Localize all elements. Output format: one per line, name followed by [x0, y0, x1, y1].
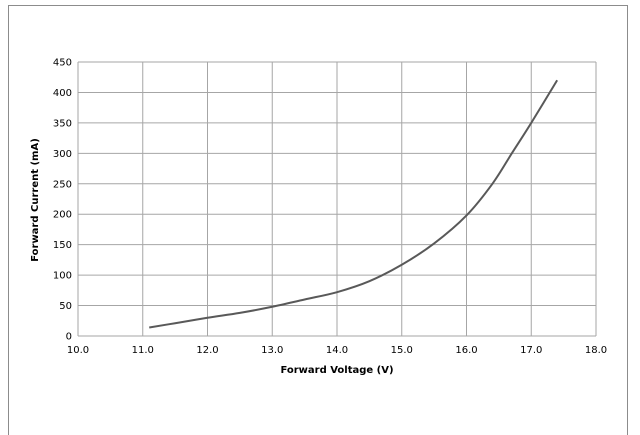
x-tick-label: 12.0	[196, 345, 218, 356]
x-tick-label: 15.0	[391, 345, 413, 356]
x-tick-label: 17.0	[520, 345, 542, 356]
y-tick-label: 0	[66, 332, 72, 343]
x-axis-title: Forward Voltage (V)	[280, 365, 393, 376]
x-tick-label: 18.0	[585, 345, 607, 356]
y-tick-label: 50	[59, 301, 72, 312]
x-tick-labels: 10.0 11.0 12.0 13.0 14.0 15.0 16.0 17.0 18.0	[67, 345, 607, 356]
y-axis-title: Forward Current (mA)	[30, 138, 41, 262]
y-tick-label: 400	[53, 88, 72, 99]
x-tick-label: 13.0	[261, 345, 283, 356]
y-tick-label: 150	[53, 240, 72, 251]
y-tick-label: 200	[53, 210, 72, 221]
x-tick-label: 10.0	[67, 345, 89, 356]
chart-frame	[8, 5, 628, 435]
x-tick-label: 16.0	[455, 345, 477, 356]
y-tick-label: 450	[53, 58, 72, 69]
y-tick-label: 300	[53, 149, 72, 160]
y-tick-label: 350	[53, 118, 72, 129]
x-tick-label: 11.0	[132, 345, 154, 356]
x-tick-label: 14.0	[326, 345, 348, 356]
grid-lines	[77, 61, 597, 337]
y-tick-label: 100	[53, 271, 72, 282]
series-line	[149, 79, 559, 329]
y-tick-label: 250	[53, 179, 72, 190]
y-tick-labels: 0 50 100 150 200 250 300 350 400 450	[53, 58, 72, 343]
